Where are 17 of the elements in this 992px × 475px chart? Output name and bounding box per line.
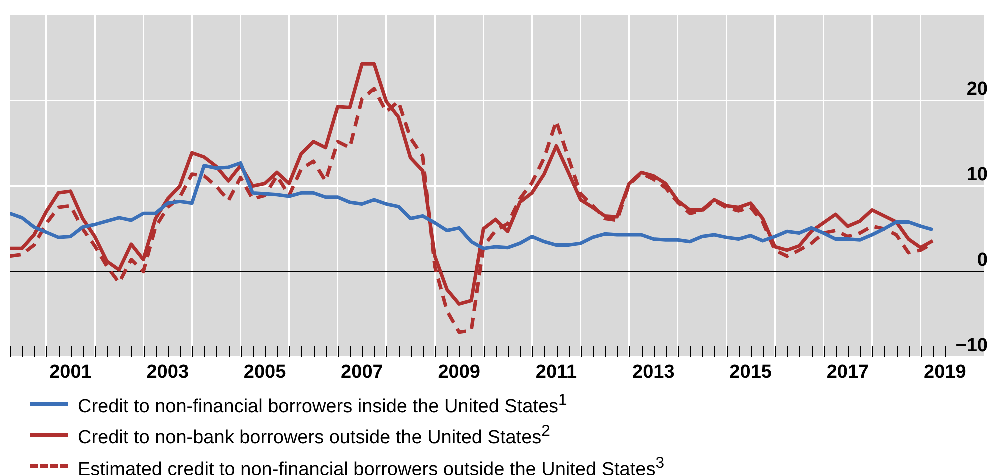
x-tick-label: 2011: [536, 362, 578, 383]
x-tick-label: 2007: [341, 362, 384, 383]
x-tick-label: 2001: [50, 362, 92, 383]
legend-label: Credit to non-bank borrowers outside the United States$^{2}$: [78, 422, 550, 451]
x-tick-label: 2017: [826, 362, 870, 383]
x-tick-label: 2015: [730, 362, 772, 383]
y-tick-label: 20: [966, 79, 988, 100]
x-tick-label: 2009: [438, 362, 480, 383]
x-tick-label: 2005: [244, 362, 287, 383]
x-tick-label: 2003: [146, 362, 190, 383]
y-tick-label: −10: [956, 335, 988, 356]
x-tick-label: 2013: [632, 362, 675, 383]
y-tick-label: 10: [966, 164, 988, 186]
legend-label: Estimated credit to non-financial borrowers outside the United States$^{3}$: [78, 454, 665, 475]
y-tick-label: 0: [977, 250, 988, 271]
x-tick-label: 2019: [924, 362, 966, 383]
legend-label: Credit to non-financial borrowers inside the United States$^{1}$: [78, 391, 568, 420]
